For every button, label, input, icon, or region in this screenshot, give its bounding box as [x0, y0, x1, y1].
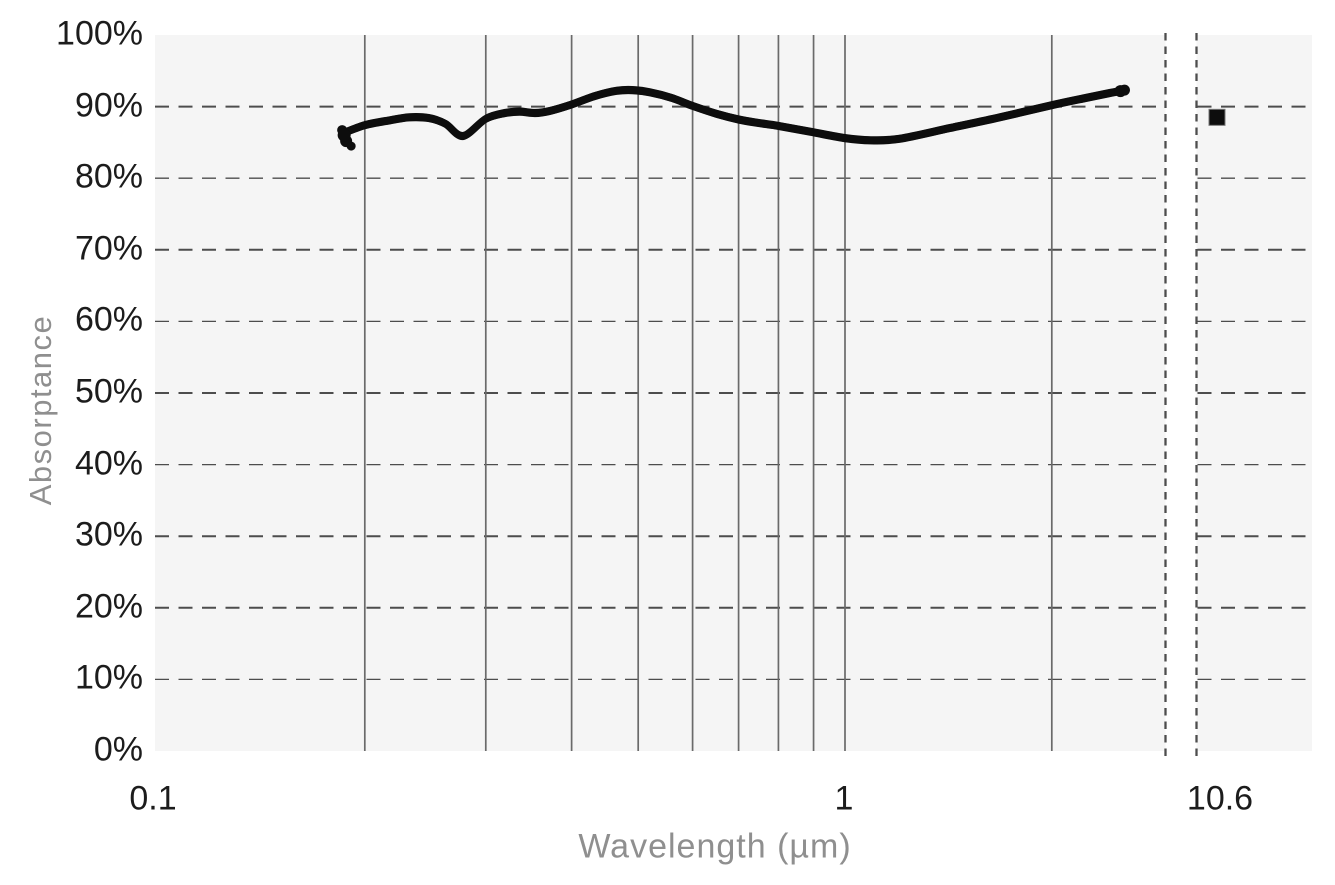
curve-start-scatter-blob-3: [337, 128, 351, 142]
curve-start-scatter-blob-1: [346, 141, 356, 151]
y-tick-label-100pct: 100%: [56, 14, 143, 53]
x-tick-label-1: 1: [834, 779, 854, 818]
y-tick-label-80pct: 80%: [74, 157, 143, 196]
y-tick-label-0pct: 0%: [93, 730, 143, 769]
y-tick-label-50pct: 50%: [74, 372, 143, 411]
curve-end-scatter-blob-1: [1118, 84, 1130, 96]
y-tick-label-10pct: 10%: [74, 659, 143, 698]
y-tick-label-70pct: 70%: [74, 229, 143, 268]
x-tick-label-0_1: 0.1: [129, 779, 177, 818]
y-tick-label-40pct: 40%: [74, 444, 143, 483]
spectral-curve: [339, 86, 1130, 145]
point-marker-10-6um: [1208, 108, 1226, 126]
y-tick-label-30pct: 30%: [74, 515, 143, 554]
y-axis-title: Absorptance: [23, 314, 58, 506]
y-tick-label-60pct: 60%: [74, 301, 143, 340]
y-tick-label-20pct: 20%: [74, 587, 143, 626]
y-tick-label-90pct: 90%: [74, 86, 143, 125]
x-axis-title: Wavelength (µm): [578, 827, 852, 866]
x-tick-label-10_6: 10.6: [1186, 779, 1254, 818]
